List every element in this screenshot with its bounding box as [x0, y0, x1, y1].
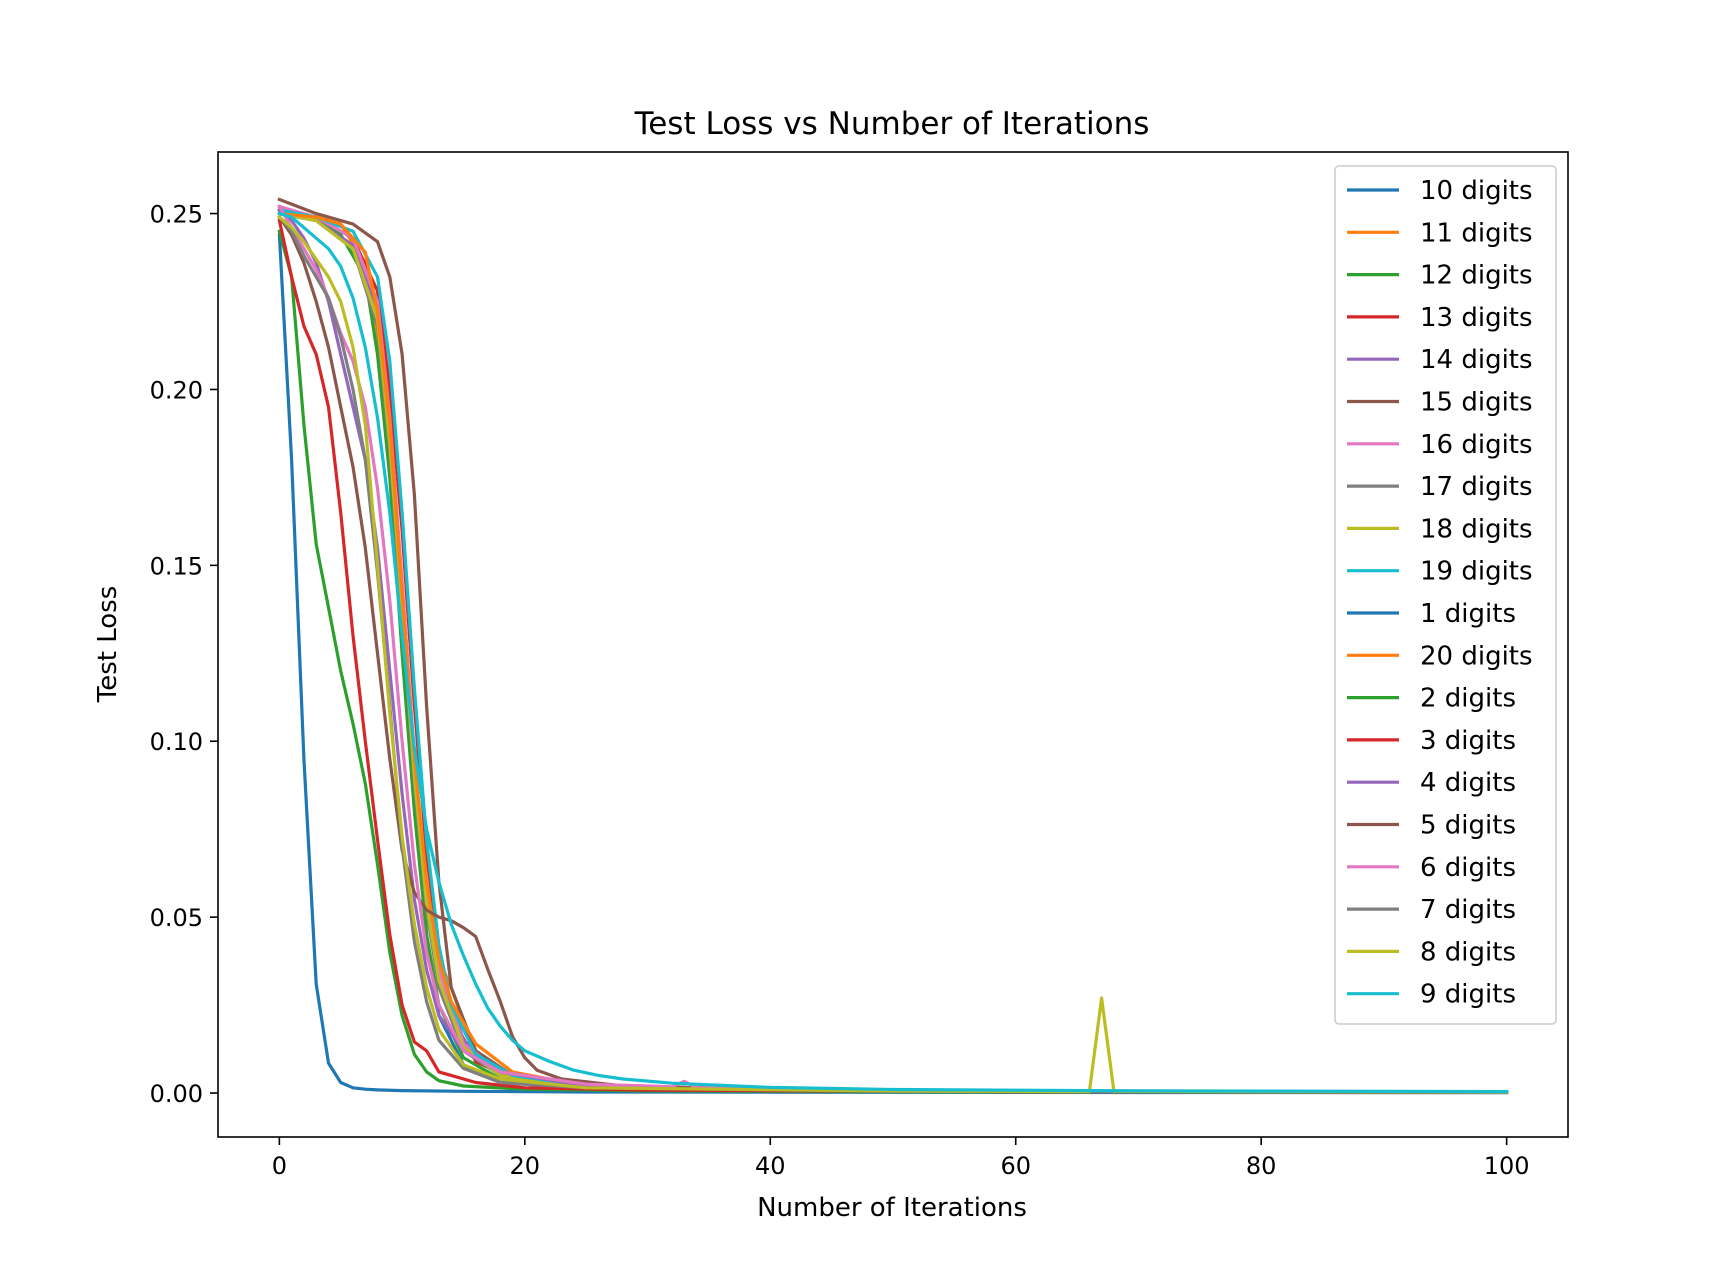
legend-entry-label: 16 digits	[1420, 430, 1533, 460]
x-tick-label: 0	[272, 1152, 287, 1180]
legend-entry-label: 20 digits	[1420, 641, 1533, 671]
legend: 10 digits 11 digits 12 digits 13 digits 14 d…	[1334, 165, 1557, 1025]
legend-entry-label: 6 digits	[1420, 853, 1516, 883]
x-axis-label: Number of Iterations	[757, 1193, 1027, 1223]
legend-entry-label: 5 digits	[1420, 811, 1516, 841]
x-tick-label: 20	[510, 1152, 541, 1180]
legend-entry-label: 9 digits	[1420, 980, 1516, 1010]
series-line-1-digits	[277, 233, 1509, 1095]
legend-entry-label: 15 digits	[1420, 388, 1533, 418]
series-line-5-digits	[277, 214, 1509, 1094]
legend-entry-label: 19 digits	[1420, 557, 1533, 587]
x-tick-label: 100	[1484, 1152, 1530, 1180]
x-tick-label: 60	[1000, 1152, 1031, 1180]
chart-title: Test Loss vs Number of Iterations	[634, 106, 1150, 142]
y-tick-label: 0.05	[150, 904, 203, 932]
legend-entry-label: 18 digits	[1420, 514, 1533, 544]
series-line-3-digits	[277, 218, 1509, 1094]
y-axis-label: Test Loss	[93, 586, 123, 704]
x-axis: 0 20 40 60 80 100	[272, 1137, 1530, 1180]
legend-entry-label: 3 digits	[1420, 726, 1516, 756]
y-axis: 0.00 0.05 0.10 0.15 0.20 0.25	[150, 201, 218, 1108]
y-tick-label: 0.20	[150, 376, 203, 404]
plot-frame	[217, 151, 1569, 1138]
series-line-8-digits	[277, 214, 1509, 1094]
legend-box	[1334, 165, 1557, 1025]
legend-entry-label: 12 digits	[1420, 261, 1533, 291]
x-tick-label: 40	[755, 1152, 786, 1180]
legend-entry-label: 2 digits	[1420, 684, 1516, 714]
y-tick-label: 0.00	[150, 1080, 203, 1108]
legend-entry-label: 4 digits	[1420, 768, 1516, 798]
legend-entry-label: 13 digits	[1420, 303, 1533, 333]
y-tick-label: 0.25	[150, 201, 203, 229]
legend-entry-label: 1 digits	[1420, 599, 1516, 629]
legend-entry-label: 11 digits	[1420, 218, 1533, 248]
y-tick-label: 0.15	[150, 552, 203, 580]
series-line-9-digits	[277, 211, 1509, 1094]
legend-entry-label: 14 digits	[1420, 345, 1533, 375]
y-tick-label: 0.10	[150, 728, 203, 756]
plot-area	[277, 197, 1509, 1095]
legend-entry-label: 17 digits	[1420, 472, 1533, 502]
legend-entry-label: 10 digits	[1420, 176, 1533, 206]
legend-entry-label: 8 digits	[1420, 937, 1516, 967]
legend-entry-label: 7 digits	[1420, 895, 1516, 925]
x-tick-label: 80	[1246, 1152, 1277, 1180]
